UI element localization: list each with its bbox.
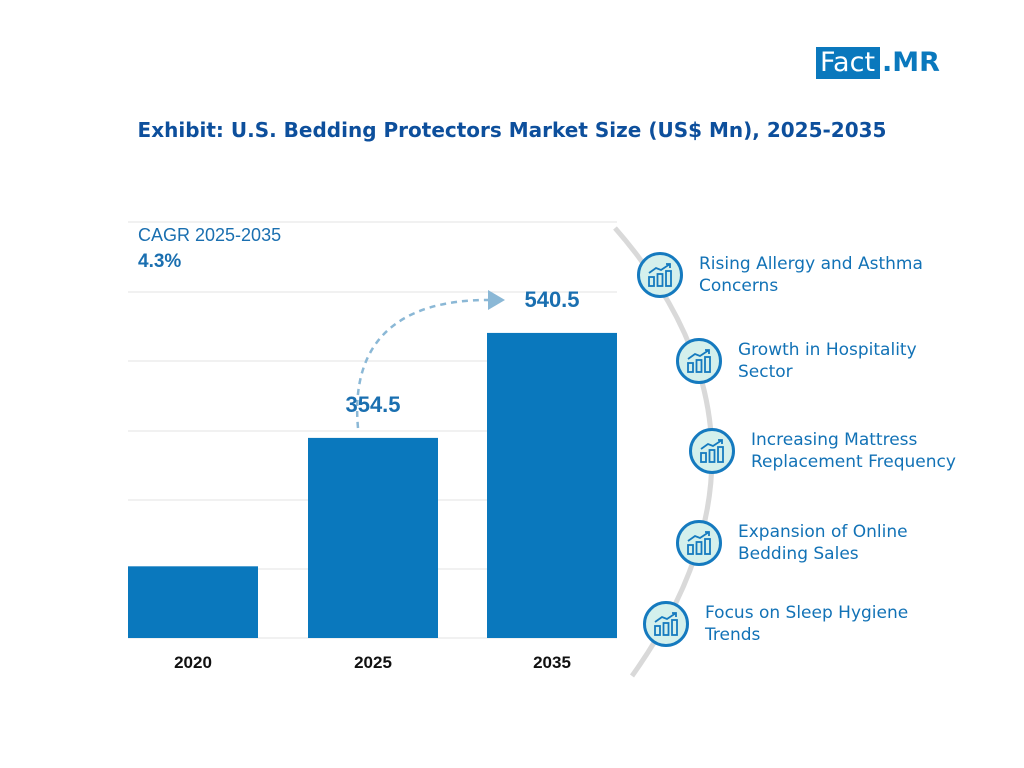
driver-label: Rising Allergy and Asthma Concerns	[699, 253, 923, 297]
bar-2025	[308, 437, 438, 638]
driver-item: Growth in Hospitality Sector	[676, 338, 917, 384]
factmr-logo: Fact .MR	[816, 47, 940, 79]
driver-item: Expansion of Online Bedding Sales	[676, 520, 908, 566]
driver-label-line2: Trends	[705, 625, 761, 645]
driver-item: Rising Allergy and Asthma Concerns	[637, 252, 923, 298]
cagr-value: 4.3%	[138, 251, 182, 272]
chart-title: Exhibit: U.S. Bedding Protectors Market …	[137, 118, 887, 142]
driver-label-line1: Increasing Mattress	[751, 430, 918, 450]
logo-fact: Fact	[816, 47, 881, 79]
driver-label-line1: Growth in Hospitality	[738, 340, 917, 360]
data-label-2035: 540.5	[524, 287, 579, 312]
chart-growth-icon	[689, 428, 735, 474]
chart-growth-icon	[643, 601, 689, 647]
growth-arrow	[355, 298, 489, 429]
driver-label: Focus on Sleep Hygiene Trends	[705, 602, 908, 646]
driver-label-line1: Expansion of Online	[738, 522, 908, 542]
bar-2020	[128, 566, 258, 638]
growth-arrow-head	[488, 290, 505, 310]
driver-label-line2: Bedding Sales	[738, 544, 859, 564]
driver-label-line1: Rising Allergy and Asthma	[699, 254, 923, 274]
bar-2035	[487, 332, 617, 638]
chart-growth-icon	[676, 520, 722, 566]
x-tick-label-2020: 2020	[174, 653, 212, 672]
driver-label: Increasing Mattress Replacement Frequency	[751, 429, 956, 473]
driver-label-line2: Replacement Frequency	[751, 452, 956, 472]
driver-label: Growth in Hospitality Sector	[738, 339, 917, 383]
chart-growth-icon	[637, 252, 683, 298]
driver-label-line2: Concerns	[699, 276, 779, 296]
driver-label-line2: Sector	[738, 362, 793, 382]
chart-growth-icon	[676, 338, 722, 384]
x-tick-label-2035: 2035	[533, 653, 571, 672]
logo-mr: .MR	[882, 47, 940, 78]
driver-item: Increasing Mattress Replacement Frequency	[689, 428, 956, 474]
driver-item: Focus on Sleep Hygiene Trends	[643, 601, 908, 647]
driver-label-line1: Focus on Sleep Hygiene	[705, 603, 909, 623]
x-tick-label-2025: 2025	[354, 653, 392, 672]
data-label-2025: 354.5	[345, 392, 400, 417]
driver-label: Expansion of Online Bedding Sales	[738, 521, 908, 565]
cagr-label: CAGR 2025-2035	[138, 225, 282, 245]
